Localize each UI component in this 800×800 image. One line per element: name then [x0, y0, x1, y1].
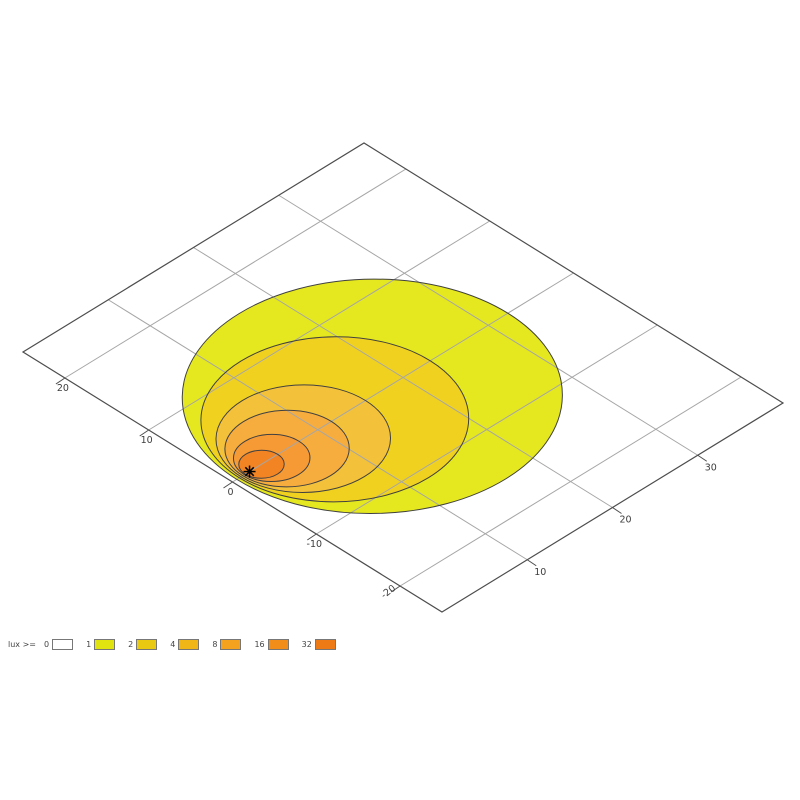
- contour-outline-layer: [104, 231, 642, 563]
- grid-line-b-20: [64, 168, 407, 379]
- axis-tick: [612, 507, 622, 514]
- tick-label-10: 10: [534, 567, 546, 578]
- legend-item-lux-4: 4: [170, 638, 200, 650]
- contour-line-lux-2: [145, 303, 524, 537]
- legend-value: 32: [301, 639, 312, 649]
- axis-tick: [526, 559, 537, 567]
- contour-line-lux-32: [229, 444, 293, 484]
- tick-label-20: 20: [57, 383, 69, 394]
- legend-swatch: [136, 638, 158, 650]
- legend-swatch: [178, 638, 200, 650]
- tick-label-30: 30: [705, 462, 717, 473]
- legend-swatch: [220, 638, 242, 650]
- contour-line-lux-8: [199, 394, 375, 502]
- plot-border: [21, 142, 785, 613]
- legend-value: 2: [128, 639, 134, 649]
- legend-swatch: [52, 638, 74, 650]
- axis-tick: [139, 429, 149, 437]
- legend-swatch: [267, 638, 289, 650]
- axis-tick: [55, 377, 66, 385]
- tick-label--20: -20: [379, 583, 398, 601]
- legend-value: 1: [86, 639, 92, 649]
- grid-line-b--20: [399, 376, 742, 587]
- marker-center-dot: [247, 469, 252, 474]
- contour-line-lux-1: [104, 231, 642, 563]
- axis-tick: [223, 481, 233, 489]
- tick-label-10: 10: [141, 435, 153, 446]
- legend-item-lux-16: 16: [254, 638, 289, 650]
- tick-label-20: 20: [619, 515, 631, 526]
- grid-line-b--10: [316, 324, 658, 535]
- legend-item-lux-1: 1: [86, 638, 116, 650]
- tick-label--10: -10: [307, 539, 323, 550]
- legend-value: 0: [43, 639, 50, 649]
- contour-line-lux-16: [218, 425, 326, 492]
- axis-tick: [697, 454, 708, 462]
- axis-tick: [390, 585, 401, 593]
- axis-tick: [307, 533, 317, 541]
- legend-value: 16: [254, 639, 265, 649]
- contour-line-lux-4: [180, 363, 427, 515]
- legend-item-lux-32: 32: [301, 638, 336, 650]
- legend-swatch: [94, 638, 116, 650]
- legend-swatch: [314, 638, 336, 650]
- legend-item-lux-2: 2: [128, 638, 158, 650]
- legend-prefix-label: lux >=: [8, 639, 36, 649]
- lamp-position-marker: [243, 465, 256, 478]
- legend-value: 4: [170, 639, 176, 649]
- lux-legend: lux >= 0 1 2 4 8 16 32: [8, 637, 349, 651]
- grid-line-b-0: [232, 272, 574, 483]
- legend-value: 8: [212, 639, 218, 649]
- legend-item-lux-0: 0: [43, 638, 74, 650]
- tick-label-0: 0: [227, 487, 233, 498]
- grid-line-b-10: [148, 220, 490, 431]
- legend-item-lux-8: 8: [212, 638, 242, 650]
